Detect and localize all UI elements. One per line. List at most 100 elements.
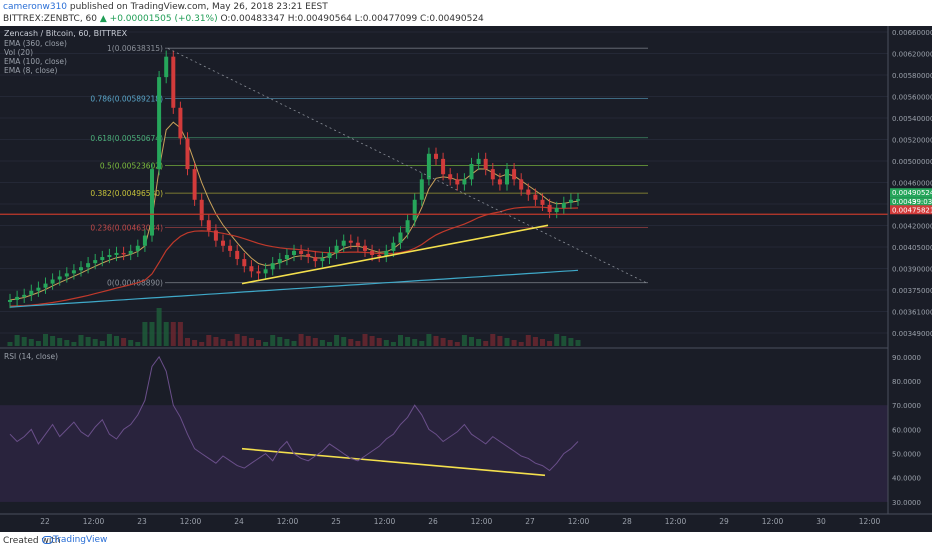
volume-bar <box>426 334 432 346</box>
candle-body <box>398 232 403 243</box>
candle-body <box>228 245 233 251</box>
rsi-label[interactable]: RSI (14, close) <box>4 352 58 361</box>
candle-body <box>57 276 62 280</box>
trend-drawings[interactable] <box>0 48 888 477</box>
volume-bar <box>383 340 389 346</box>
candle-body <box>505 169 509 185</box>
candle-body <box>363 245 367 251</box>
candle-body <box>164 56 169 78</box>
volume-bar <box>532 337 538 346</box>
indicator-ema360[interactable]: EMA (360, close) <box>4 39 67 48</box>
volume-bar <box>149 322 155 346</box>
volume-bar <box>177 322 183 346</box>
volume-bar <box>348 339 354 346</box>
price-tick: 0.00460000 <box>892 180 932 188</box>
price-tick: 0.00500000 <box>892 158 932 166</box>
candle-body <box>135 245 140 251</box>
price-tick: 0.00405000 <box>892 244 932 252</box>
volume-bar <box>305 336 311 346</box>
time-tick: 22 <box>40 517 50 526</box>
candle-body <box>43 283 48 288</box>
volume-bar <box>135 342 141 346</box>
time-tick: 12:00 <box>762 517 784 526</box>
volume-bar <box>327 342 332 346</box>
volume-bar <box>490 334 496 346</box>
author-link[interactable]: cameronw310 <box>3 2 68 12</box>
volume-bar <box>525 335 531 346</box>
indicator-ema100[interactable]: EMA (100, close) <box>4 57 67 66</box>
candle-body <box>448 174 453 180</box>
ohlc-label: O:0.00483347 H:0.00490564 L:0.00477099 C… <box>220 14 484 24</box>
rsi-tick: 40.0000 <box>892 475 921 483</box>
candle-body <box>327 252 332 259</box>
candle-body <box>554 207 559 213</box>
candle-body <box>270 263 275 270</box>
price-tick: 0.00349000 <box>892 330 932 338</box>
time-tick: 12:00 <box>665 517 687 526</box>
price-tag-countdown: 39:03 <box>912 198 932 206</box>
fib-label: 0.5(0.00523602) <box>100 161 163 170</box>
candle-body <box>249 266 254 272</box>
volume-bar <box>156 308 162 346</box>
volume-bar <box>57 338 63 346</box>
rsi-tick: 80.0000 <box>892 378 921 386</box>
candle-body <box>93 260 98 264</box>
candle-body <box>299 250 304 254</box>
candle-body <box>242 259 247 267</box>
time-tick: 12:00 <box>859 517 881 526</box>
volume-bar <box>454 342 460 346</box>
volume-bar <box>362 334 368 346</box>
volume-bar <box>575 340 581 346</box>
candle-body <box>157 77 162 170</box>
volume-bar <box>540 339 545 346</box>
time-axis[interactable]: 22 12:00 23 12:00 24 12:00 25 12:00 26 12:00 27 12:… <box>40 517 880 526</box>
indicator-vol[interactable]: Vol (20) <box>4 48 33 57</box>
volume-bar <box>241 336 247 346</box>
candle-body <box>150 169 154 236</box>
volume-bar <box>114 336 119 346</box>
rsi-tick: 50.0000 <box>892 451 921 459</box>
price-tick: 0.00420000 <box>892 223 932 231</box>
volume-bar <box>50 336 56 346</box>
volume-bar <box>256 340 261 346</box>
volume-bar <box>447 340 453 346</box>
volume-bar <box>476 339 482 346</box>
candle-body <box>561 202 566 208</box>
candle-body <box>391 242 396 251</box>
indicator-ema8[interactable]: EMA (8, close) <box>4 66 58 75</box>
candle-body <box>86 263 91 268</box>
volume-bar <box>334 335 340 346</box>
candle-body <box>36 287 41 291</box>
rsi-band <box>0 405 888 502</box>
candle-body <box>426 153 431 180</box>
volume-bar <box>234 334 240 346</box>
volume-bar <box>213 337 219 346</box>
rsi-line <box>9 355 579 472</box>
created-with: Created with <box>3 536 61 546</box>
candle-body <box>107 254 112 258</box>
candles[interactable] <box>8 50 580 309</box>
time-tick: 25 <box>331 517 341 526</box>
candle-body <box>171 56 176 108</box>
time-tick: 12:00 <box>83 517 105 526</box>
candle-body <box>476 158 481 164</box>
candle-body <box>29 290 34 295</box>
volume-bar <box>518 342 524 346</box>
volume-bar <box>461 335 467 346</box>
price-chart[interactable]: 1(0.00638315) 0.786(0.00589218) 0.618(0.00… <box>0 26 932 532</box>
price-axis[interactable]: 0.00660000 0.00620000 0.00580000 0.00560000… <box>892 29 932 338</box>
candle-body <box>284 254 289 260</box>
candle-body <box>490 169 495 180</box>
volume-bar <box>355 341 361 346</box>
publish-info: published on TradingView.com, May 26, 20… <box>69 2 328 12</box>
tradingview-logo[interactable]: TradingView <box>53 535 108 545</box>
price-tag-text: 0.0049 <box>892 198 917 206</box>
candle-body <box>469 164 474 180</box>
candle-body <box>206 220 211 231</box>
volume-bar <box>142 322 148 346</box>
volume-bar <box>369 336 375 346</box>
time-tick: 12:00 <box>180 517 202 526</box>
volume-bar <box>263 342 269 346</box>
rsi-axis[interactable]: 90.0000 80.0000 70.0000 60.0000 50.0000 40.00… <box>892 354 921 507</box>
volume-bar <box>277 337 283 346</box>
